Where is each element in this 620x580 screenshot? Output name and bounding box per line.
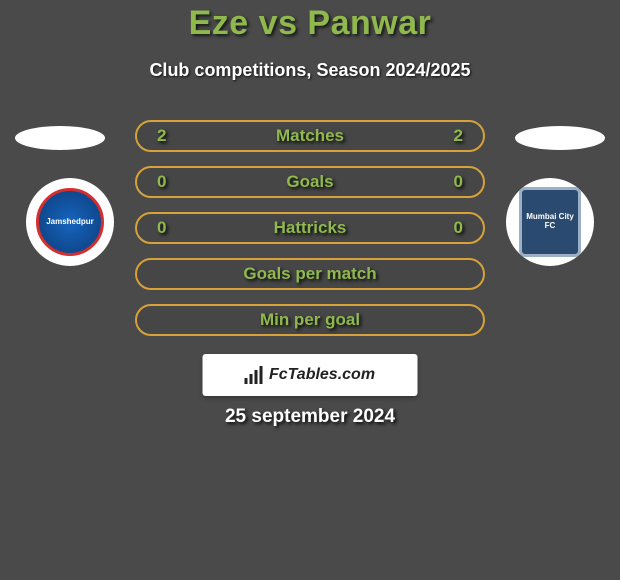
stat-label: Matches [276,126,344,146]
stat-row-goals-per-match: Goals per match [135,258,485,290]
club-badge-right-label: Mumbai City FC [519,187,581,257]
branding-box[interactable]: FcTables.com [203,354,418,396]
bars-icon [245,366,263,384]
date-text: 25 september 2024 [0,406,620,428]
stat-row-matches: 2 Matches 2 [135,120,485,152]
stat-row-min-per-goal: Min per goal [135,304,485,336]
stat-right-value: 0 [454,172,463,192]
stat-label: Goals [286,172,333,192]
player-right-flag-oval [515,126,605,150]
club-badge-left-label: Jamshedpur [36,188,104,256]
stat-row-hattricks: 0 Hattricks 0 [135,212,485,244]
stat-row-goals: 0 Goals 0 [135,166,485,198]
stat-left-value: 2 [157,126,166,146]
stat-label: Hattricks [274,218,347,238]
stat-label: Min per goal [260,310,360,330]
club-badge-right: Mumbai City FC [506,178,594,266]
page-title: Eze vs Panwar [0,4,620,43]
club-badge-left: Jamshedpur [26,178,114,266]
stat-left-value: 0 [157,218,166,238]
comparison-card: Eze vs Panwar Club competitions, Season … [0,0,620,580]
stat-left-value: 0 [157,172,166,192]
stat-label: Goals per match [243,264,376,284]
player-left-flag-oval [15,126,105,150]
stat-right-value: 0 [454,218,463,238]
branding-text: FcTables.com [269,366,375,384]
page-subtitle: Club competitions, Season 2024/2025 [0,60,620,81]
stat-right-value: 2 [454,126,463,146]
